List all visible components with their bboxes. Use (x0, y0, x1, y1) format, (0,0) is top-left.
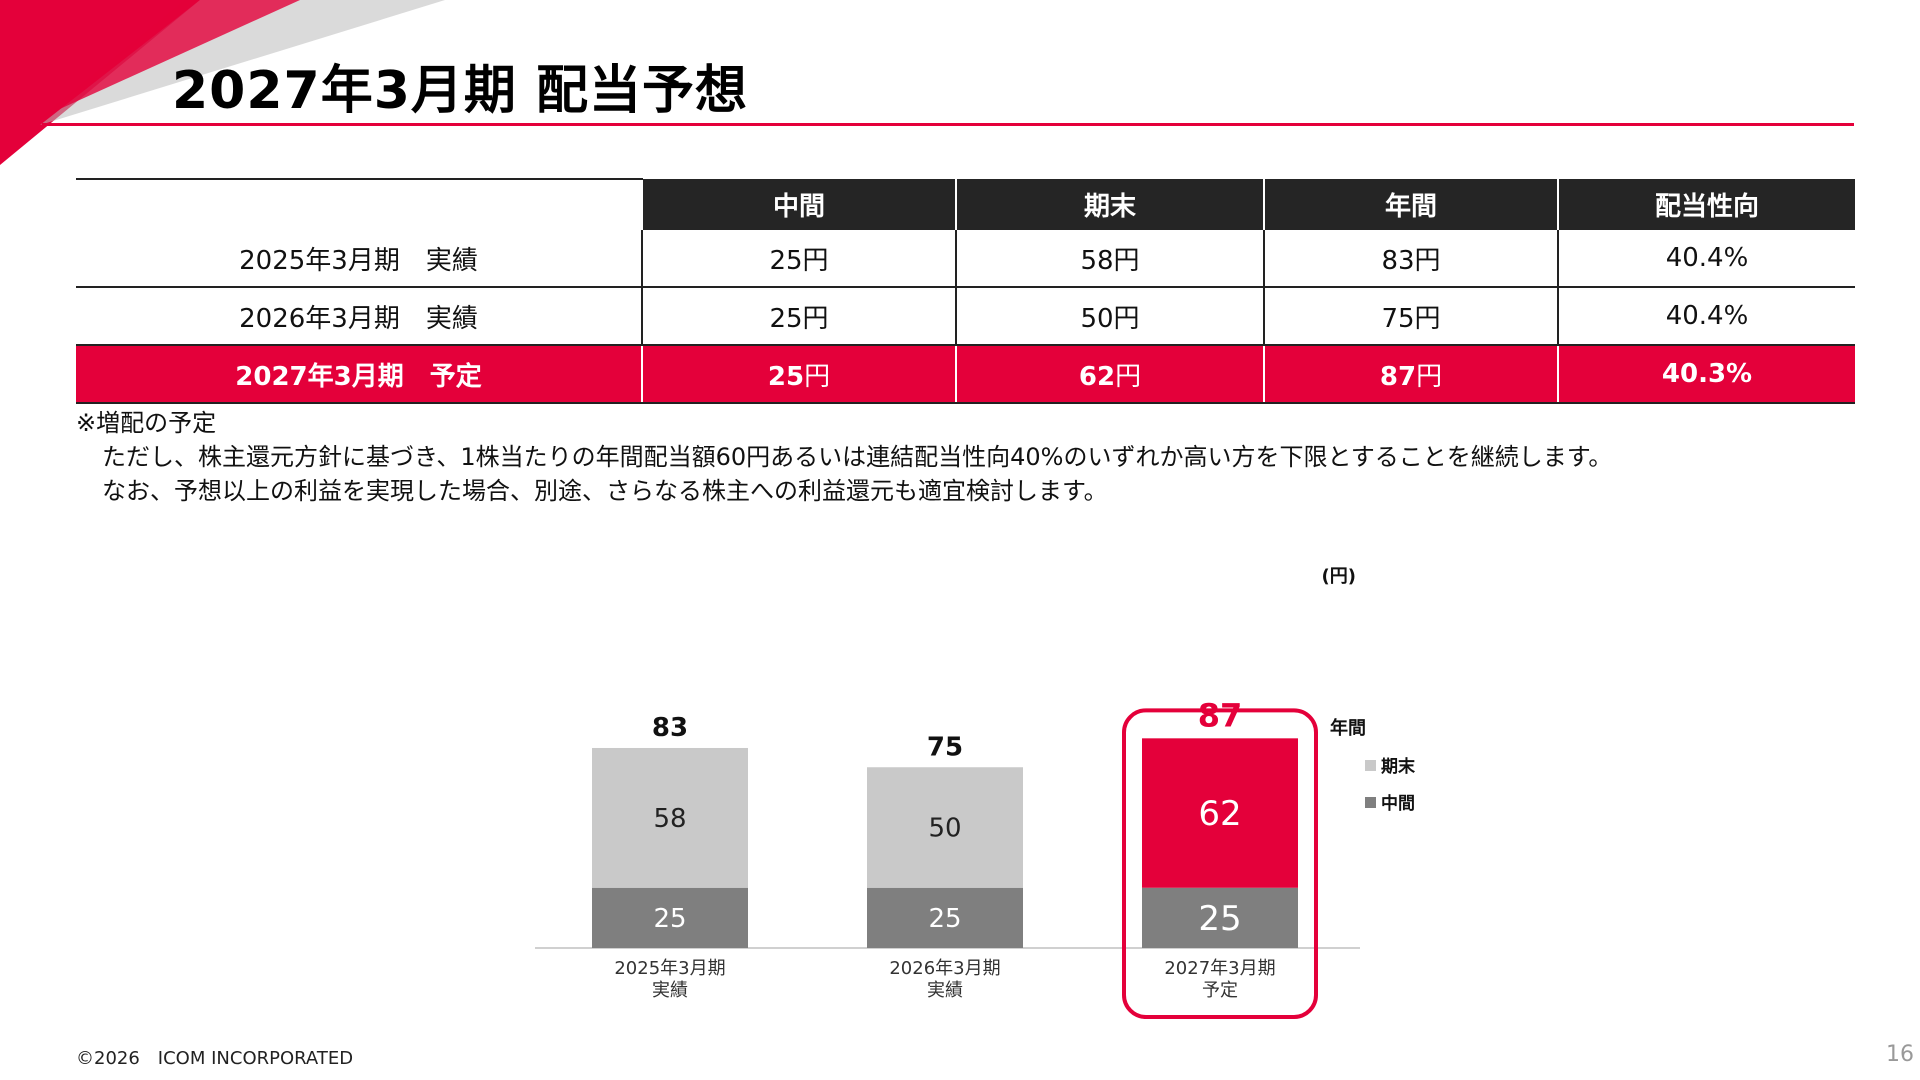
legend-swatch (1365, 797, 1376, 808)
legend-label: 中間 (1381, 793, 1415, 814)
page-title: 2027年3月期 配当予想 (172, 61, 749, 121)
table-header-annual: 年間 (1263, 179, 1558, 230)
x-tick-label: 2026年3月期 (889, 958, 1000, 979)
notes: ※増配の予定 ただし、株主還元方針に基づき、1株当たりの年間配当額60円あるいは… (76, 406, 1612, 508)
dividend-chart: 2558832025年3月期実績2550752026年3月期実績25628720… (535, 566, 1416, 1020)
table-header-interim: 中間 (641, 179, 956, 230)
cell-annual: 83円 (1263, 230, 1558, 288)
data-label-total: 75 (927, 732, 963, 762)
table-header-payout: 配当性向 (1557, 179, 1855, 230)
x-tick-label-sub: 実績 (652, 980, 688, 1001)
bar-interim (1142, 887, 1298, 948)
data-label-interim: 25 (928, 904, 961, 934)
cell-year-end: 58円 (955, 230, 1264, 288)
cell-year-end: 50円 (955, 287, 1264, 346)
data-label-total: 87 (1198, 696, 1243, 734)
table-header-row: 中間 期末 年間 配当性向 (76, 178, 1855, 230)
table-row: 2026年3月期 実績 25円 50円 75円 40.4% (76, 287, 1855, 346)
row-label: 2026年3月期 実績 (76, 287, 642, 346)
data-label-total: 83 (652, 713, 688, 743)
data-label-year-end: 50 (928, 814, 961, 844)
note-heading: ※増配の予定 (76, 409, 217, 437)
data-label-year-end: 58 (653, 804, 686, 834)
highlight-frame (1122, 708, 1318, 1020)
cell-payout: 40.4% (1557, 287, 1855, 346)
row-label: 2027年3月期 予定 (76, 345, 642, 404)
data-label-interim: 25 (1198, 899, 1241, 939)
legend-label: 期末 (1381, 756, 1416, 777)
cell-interim: 25円 (641, 345, 956, 404)
legend-swatch (1365, 760, 1376, 771)
cell-year-end: 62円 (955, 345, 1264, 404)
x-tick-label: 2027年3月期 (1164, 958, 1275, 979)
note-line: なお、予想以上の利益を実現した場合、別途、さらなる株主への利益還元も適宜検討しま… (102, 477, 1108, 505)
copyright: ©2026 ICOM INCORPORATED (76, 1048, 354, 1069)
cell-payout: 40.4% (1557, 230, 1855, 288)
data-label-interim: 25 (653, 904, 686, 934)
unit-label: (円) (1322, 566, 1356, 587)
bar-interim (867, 887, 1023, 948)
cell-payout: 40.3% (1557, 345, 1855, 404)
table-header-blank (76, 178, 642, 230)
cell-interim: 25円 (641, 230, 956, 288)
page-number: 16 (1886, 1042, 1914, 1067)
x-tick-label-sub: 実績 (927, 980, 963, 1001)
cell-annual: 87円 (1263, 345, 1558, 404)
x-tick-label-sub: 予定 (1202, 980, 1238, 1001)
table-row: 2025年3月期 実績 25円 58円 83円 40.4% (76, 230, 1855, 288)
bar-year-end (867, 767, 1023, 888)
table-row-highlight: 2027年3月期 予定 25円 62円 87円 40.3% (76, 345, 1855, 404)
bar-year-end (1142, 738, 1298, 888)
data-label-year-end: 62 (1198, 794, 1241, 834)
cell-interim: 25円 (641, 287, 956, 346)
note-line: ただし、株主還元方針に基づき、1株当たりの年間配当額60円あるいは連結配当性向4… (102, 443, 1613, 471)
cell-annual: 75円 (1263, 287, 1558, 346)
x-tick-label: 2025年3月期 (614, 958, 725, 979)
title-underline (42, 123, 1854, 126)
bar-interim (592, 887, 748, 948)
bar-year-end (592, 747, 748, 888)
legend-title: 年間 (1330, 717, 1366, 739)
row-label: 2025年3月期 実績 (76, 230, 642, 288)
table-header-year-end: 期末 (955, 179, 1264, 230)
dividend-table: 中間 期末 年間 配当性向 2025年3月期 実績 25円 58円 83円 40… (76, 178, 1855, 404)
